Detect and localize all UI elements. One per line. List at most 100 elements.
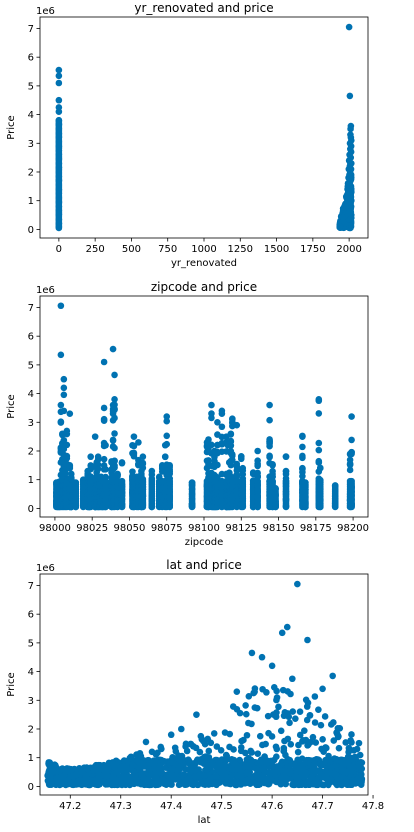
data-point [334, 730, 341, 738]
data-point [100, 404, 108, 412]
data-point [315, 439, 323, 447]
data-point [283, 623, 291, 631]
y-tick-label: 5 [28, 360, 34, 371]
data-point [347, 125, 354, 133]
data-point [355, 739, 363, 747]
data-point [118, 459, 126, 466]
data-point [139, 453, 147, 461]
data-point [60, 772, 68, 780]
x-tick-label: 47.3 [110, 801, 132, 812]
data-point [273, 696, 280, 704]
data-point [301, 727, 308, 734]
data-point [114, 768, 122, 775]
data-point [252, 765, 260, 773]
data-point [311, 693, 319, 700]
x-tick-label: 98100 [188, 523, 220, 534]
data-point [321, 713, 329, 720]
data-point [299, 443, 306, 451]
data-point [208, 414, 215, 422]
data-point [148, 492, 156, 499]
x-axis-label: lat [198, 815, 211, 826]
data-point [132, 775, 139, 782]
data-point [347, 160, 354, 167]
data-point [286, 756, 294, 764]
data-points [53, 302, 355, 511]
y-tick-label: 1 [28, 753, 34, 764]
data-point [229, 703, 237, 710]
data-point [158, 745, 165, 753]
data-point [327, 764, 335, 771]
chart-3: lat and price 47.2 47.3 47.4 47.5 47.6 47.7 47.… [6, 558, 384, 826]
data-point [72, 479, 80, 486]
data-point [72, 484, 80, 492]
data-point [130, 442, 138, 450]
data-point [57, 401, 65, 409]
data-point [55, 117, 63, 124]
data-point [111, 444, 118, 452]
data-point [317, 721, 325, 729]
data-point [130, 433, 138, 440]
data-point [309, 780, 317, 788]
data-point [316, 486, 324, 493]
data-point [188, 479, 196, 486]
data-point [60, 391, 68, 399]
data-point [60, 407, 68, 415]
data-point [177, 725, 185, 733]
data-point [264, 712, 272, 720]
data-point [191, 773, 199, 780]
y-tick-label: 0 [28, 782, 34, 793]
data-point [94, 465, 102, 473]
x-tick-label: 47.7 [311, 801, 333, 812]
data-point [105, 780, 112, 788]
data-point [348, 436, 355, 444]
data-point [299, 468, 306, 476]
data-point [233, 421, 241, 429]
data-point [109, 436, 117, 444]
data-point [314, 767, 322, 774]
y-tick-label: 0 [28, 225, 34, 236]
data-point [63, 441, 71, 449]
data-point [187, 768, 195, 776]
data-point [342, 739, 350, 746]
data-point [150, 780, 158, 787]
data-point [254, 488, 261, 495]
data-point [319, 736, 326, 743]
data-point [200, 737, 207, 745]
data-point [282, 482, 290, 490]
data-point [111, 371, 118, 379]
data-point [237, 781, 245, 788]
x-tick-label: 0 [56, 244, 62, 255]
data-point [166, 462, 174, 469]
data-point [166, 503, 174, 510]
data-point [273, 763, 280, 771]
data-point [287, 690, 294, 698]
x-tick-label: 47.5 [211, 801, 233, 812]
data-point [166, 488, 174, 495]
data-point [227, 461, 235, 469]
data-point [205, 457, 212, 464]
data-point [331, 755, 338, 762]
data-point [250, 689, 257, 697]
data-point [118, 780, 126, 788]
data-point [279, 686, 287, 694]
data-point [304, 636, 311, 644]
data-point [57, 418, 65, 426]
data-point [302, 500, 309, 508]
y-tick-label: 3 [28, 696, 34, 707]
data-point [236, 756, 243, 764]
data-point [214, 474, 221, 481]
data-point [284, 735, 292, 743]
data-point [348, 477, 355, 485]
data-point [83, 764, 90, 771]
data-point [345, 23, 353, 31]
data-point [101, 767, 109, 775]
data-point [320, 748, 327, 756]
data-point [277, 727, 285, 735]
data-point [348, 413, 355, 420]
data-point [319, 685, 326, 693]
data-point [72, 771, 79, 779]
data-point [239, 501, 247, 509]
data-point [247, 747, 254, 755]
data-point [208, 441, 215, 449]
data-point [282, 470, 290, 478]
